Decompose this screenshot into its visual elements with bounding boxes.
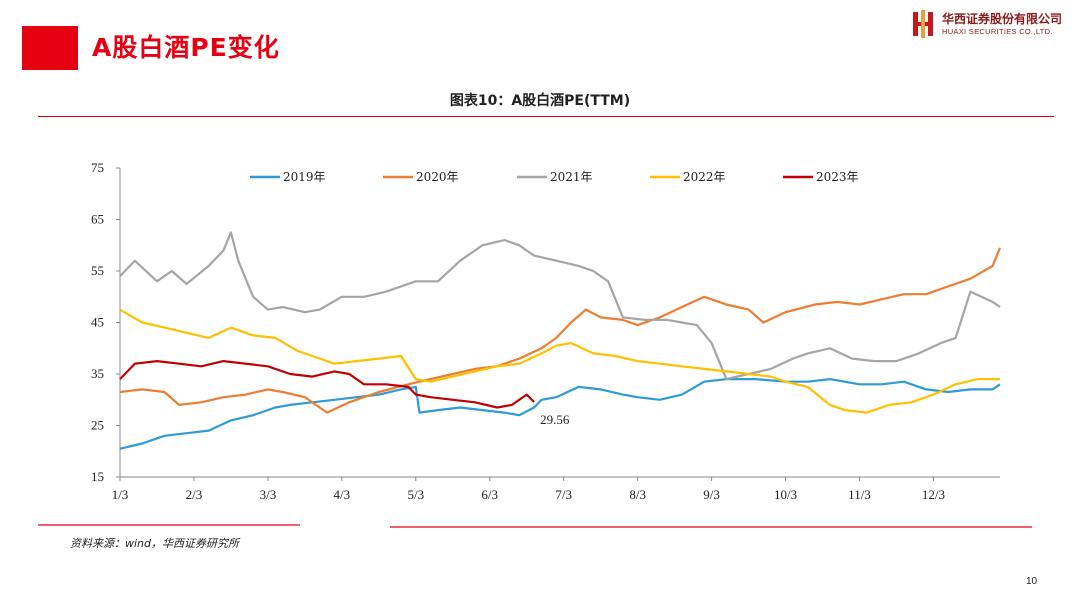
page-number: 10 xyxy=(1026,576,1038,587)
x-tick-label: 5/3 xyxy=(407,487,424,502)
legend-label: 2020年 xyxy=(416,170,459,184)
y-tick-label: 45 xyxy=(91,315,104,330)
x-tick-label: 9/3 xyxy=(703,487,720,502)
logo-company-name-en: HUAXI SECURITIES CO.,LTD. xyxy=(942,27,1053,36)
x-tick-label: 2/3 xyxy=(186,487,203,502)
x-tick-label: 11/3 xyxy=(848,487,871,502)
x-tick-label: 8/3 xyxy=(629,487,646,502)
huaxi-logo-icon xyxy=(913,10,933,38)
page-title: A股白酒PE变化 xyxy=(92,33,280,62)
x-tick-label: 1/3 xyxy=(112,487,129,502)
legend-label: 2019年 xyxy=(283,170,326,184)
y-tick-label: 35 xyxy=(91,366,104,381)
y-tick-label: 75 xyxy=(91,160,104,175)
y-tick-label: 25 xyxy=(91,418,104,433)
x-tick-label: 10/3 xyxy=(774,487,797,502)
source-note: 资料来源：wind，华西证券研究所 xyxy=(70,537,240,550)
x-tick-label: 6/3 xyxy=(481,487,498,502)
series-line-2020年 xyxy=(119,247,1002,414)
series-line-2021年 xyxy=(119,231,1001,381)
y-tick-label: 65 xyxy=(91,212,104,227)
y-tick-label: 15 xyxy=(91,469,104,484)
legend-label: 2022年 xyxy=(683,170,726,184)
chart-legend: 2019年 2020年 2021年 2022年 2023年 xyxy=(250,170,859,184)
chart-annotation: 29.56 xyxy=(540,412,570,427)
chart-series xyxy=(119,231,1002,450)
series-line-2019年 xyxy=(119,378,1001,450)
x-tick-label: 7/3 xyxy=(555,487,572,502)
legend-label: 2023年 xyxy=(816,170,859,184)
x-tick-label: 12/3 xyxy=(922,487,945,502)
last-value-label: 29.56 xyxy=(540,412,570,427)
series-line-2022年 xyxy=(119,308,1000,414)
figure-title: 图表10：A股白酒PE(TTM) xyxy=(449,93,631,109)
x-tick-label: 3/3 xyxy=(260,487,277,502)
y-tick-label: 55 xyxy=(91,263,104,278)
company-logo: 华西证券股份有限公司 HUAXI SECURITIES CO.,LTD. xyxy=(910,8,1070,42)
series-line-2023年 xyxy=(119,360,535,409)
header-accent-block xyxy=(22,26,78,70)
chart-axes: 15 25 35 45 55 65 75 1/3 2/3 3/3 4/3 5/3 6/3 7/3 8/3 9/… xyxy=(91,160,1000,502)
x-tick-label: 4/3 xyxy=(334,487,351,502)
bottom-divider xyxy=(38,524,1032,528)
title-divider xyxy=(38,116,1054,117)
logo-company-name-cn: 华西证券股份有限公司 xyxy=(942,12,1063,26)
legend-label: 2021年 xyxy=(550,170,593,184)
